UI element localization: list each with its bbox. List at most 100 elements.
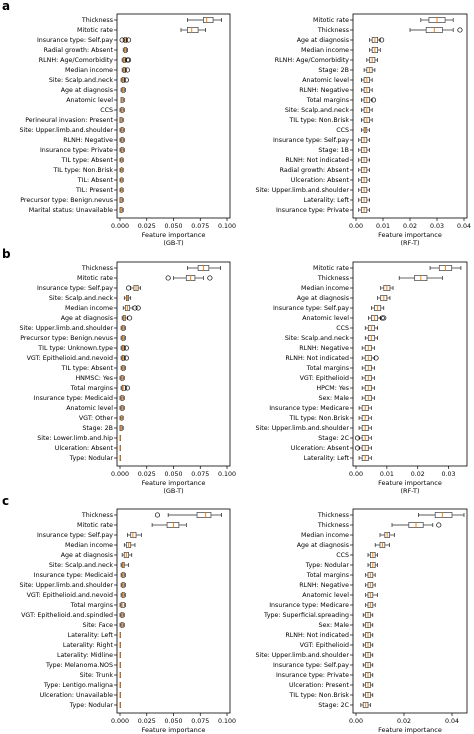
y-tick-label: Insurance type: Medicaid: [34, 572, 113, 579]
y-tick-label: Median income: [301, 532, 349, 539]
y-tick-label: Laterality: Right: [63, 642, 114, 649]
y-tick-label: Site: Upper.limb.and.shoulder: [255, 652, 349, 659]
y-tick-label: CCS: [336, 127, 349, 134]
y-tick-label: Laterality: Midline: [57, 652, 113, 659]
y-tick-label: Perineural invasion: Present: [25, 117, 113, 124]
x-tick-label: 0.03: [442, 471, 456, 478]
y-tick-label: Insurance type: Self.pay: [37, 532, 113, 539]
x-axis-sublabel: (GB-T): [163, 239, 183, 247]
y-tick-label: Ulceration: Present: [289, 682, 349, 689]
y-tick-label: VGT: Epithelioid.and.spindled: [21, 612, 113, 619]
y-tick-label: Age at diagnosis: [297, 37, 349, 44]
y-tick-label: Type: Melanoma.NOS: [45, 662, 113, 669]
y-tick-label: Anatomic level: [302, 77, 349, 84]
x-tick-label: 0.050: [164, 471, 182, 478]
y-tick-label: Ulceration: Absent: [55, 445, 114, 452]
y-tick-label: Age at diagnosis: [61, 552, 113, 559]
y-tick-label: Sex: Male: [318, 395, 349, 402]
y-tick-label: Insurance type: Private: [276, 672, 349, 679]
y-tick-label: VGT: Epithelioid: [300, 375, 349, 382]
y-tick-label: TIL type: Absent: [61, 157, 114, 164]
y-tick-label: Insurance type: Self.pay: [273, 662, 349, 669]
y-tick-label: Median income: [301, 47, 349, 54]
y-tick-label: Stage: 2B: [318, 67, 349, 74]
outlier-point: [127, 315, 133, 321]
axes-c-rft: [350, 508, 468, 716]
y-tick-label: RLNH: Not indicated: [285, 355, 349, 362]
y-tick-label: Laterality: Left: [304, 197, 350, 204]
box: [203, 16, 214, 23]
outlier-point: [370, 97, 377, 103]
y-tick-label: Age at diagnosis: [61, 87, 113, 94]
axes-frame: [352, 508, 468, 714]
y-tick-label: Total margins: [306, 365, 349, 372]
y-tick-label: Radial growth: Absent: [280, 167, 350, 174]
y-tick-label: Site: Upper.limb.and.shoulder: [19, 127, 113, 134]
y-tick-label: Anatomic level: [302, 592, 349, 599]
x-tick-label: 0.01: [380, 471, 394, 478]
outlier-point: [123, 345, 129, 351]
axes-a-gbt: [114, 13, 231, 221]
x-tick-label: 0.000: [111, 223, 129, 230]
y-tick-label: Site: Lower.limb.and.hip: [37, 435, 113, 442]
y-tick-label: Thickness: [81, 17, 113, 24]
x-tick-label: 0.100: [218, 471, 236, 478]
x-tick-label: 0.025: [138, 223, 156, 230]
outlier-point: [436, 522, 442, 528]
outlier-point: [124, 67, 131, 73]
y-tick-label: VGT: Epithelioid: [300, 642, 349, 649]
y-tick-label: Site: Scalp.and.neck: [285, 107, 349, 114]
y-tick-label: Median income: [65, 305, 113, 312]
y-tick-label: VGT: Epithelioid.and.nevoid: [27, 592, 113, 599]
x-tick-label: 0.000: [111, 471, 129, 478]
y-tick-label: Total margins: [306, 97, 349, 104]
y-tick-label: HPCM: Yes: [316, 385, 349, 392]
y-tick-label: Insurance type: Medicare: [269, 405, 349, 412]
y-tick-label: CCS: [336, 552, 349, 559]
y-tick-label: Anatomic level: [66, 97, 113, 104]
y-tick-label: Insurance type: Self.pay: [37, 285, 113, 292]
y-tick-label: Age at diagnosis: [297, 542, 349, 549]
axes-b-gbt: [114, 261, 231, 469]
y-tick-label: Site: Scalp.and.neck: [49, 295, 113, 302]
y-tick-label: Mitotic rate: [313, 265, 349, 272]
y-tick-label: TIL: Absent: [77, 177, 114, 184]
outlier-point: [379, 315, 385, 321]
box: [187, 26, 199, 33]
x-axis-label: Feature importance: [378, 231, 442, 239]
y-tick-label: Thickness: [317, 275, 349, 282]
box: [434, 512, 453, 519]
y-tick-label: Anatomic level: [302, 315, 349, 322]
x-tick-label: 0.02: [397, 718, 411, 725]
y-tick-label: Stage: 2B: [82, 425, 113, 432]
y-tick-label: Type: Nodular: [69, 455, 114, 462]
x-axis-label: Feature importance: [378, 479, 442, 487]
y-tick-label: Insurance type: Self.pay: [273, 305, 349, 312]
x-axis-label: Feature importance: [378, 726, 442, 734]
outlier-point: [373, 355, 379, 361]
y-tick-label: Type: Lentigo.maligna: [43, 682, 113, 689]
x-axis-sublabel: (RF-T): [400, 239, 419, 247]
y-tick-label: Type: Nodular: [69, 702, 114, 709]
x-tick-label: 0.03: [430, 223, 444, 230]
y-tick-label: Insurance type: Medicaid: [34, 395, 113, 402]
y-tick-label: RLNH: Negative: [299, 87, 349, 94]
y-tick-label: Total margins: [306, 572, 349, 579]
x-axis-label: Feature importance: [142, 479, 206, 487]
y-tick-label: Insurance type: Medicare: [269, 602, 349, 609]
y-tick-label: Total margins: [70, 385, 113, 392]
x-tick-label: 0.100: [218, 223, 236, 230]
x-tick-label: 0.01: [376, 223, 390, 230]
y-tick-label: Mitotic rate: [77, 522, 113, 529]
y-tick-label: VGT: Epithelioid.and.nevoid: [27, 355, 113, 362]
axes-c-gbt: [114, 508, 231, 716]
x-tick-label: 0.00: [349, 223, 363, 230]
outlier-point: [381, 315, 387, 321]
y-tick-label: Median income: [65, 542, 113, 549]
y-tick-label: TIL type: Unknown.type: [37, 345, 113, 352]
y-tick-label: Precursor type: Benign.nevus: [20, 335, 113, 342]
x-axis-sublabel: (GB-T): [163, 487, 183, 495]
x-tick-label: 0.075: [191, 718, 209, 725]
y-tick-label: Anatomic level: [66, 405, 113, 412]
